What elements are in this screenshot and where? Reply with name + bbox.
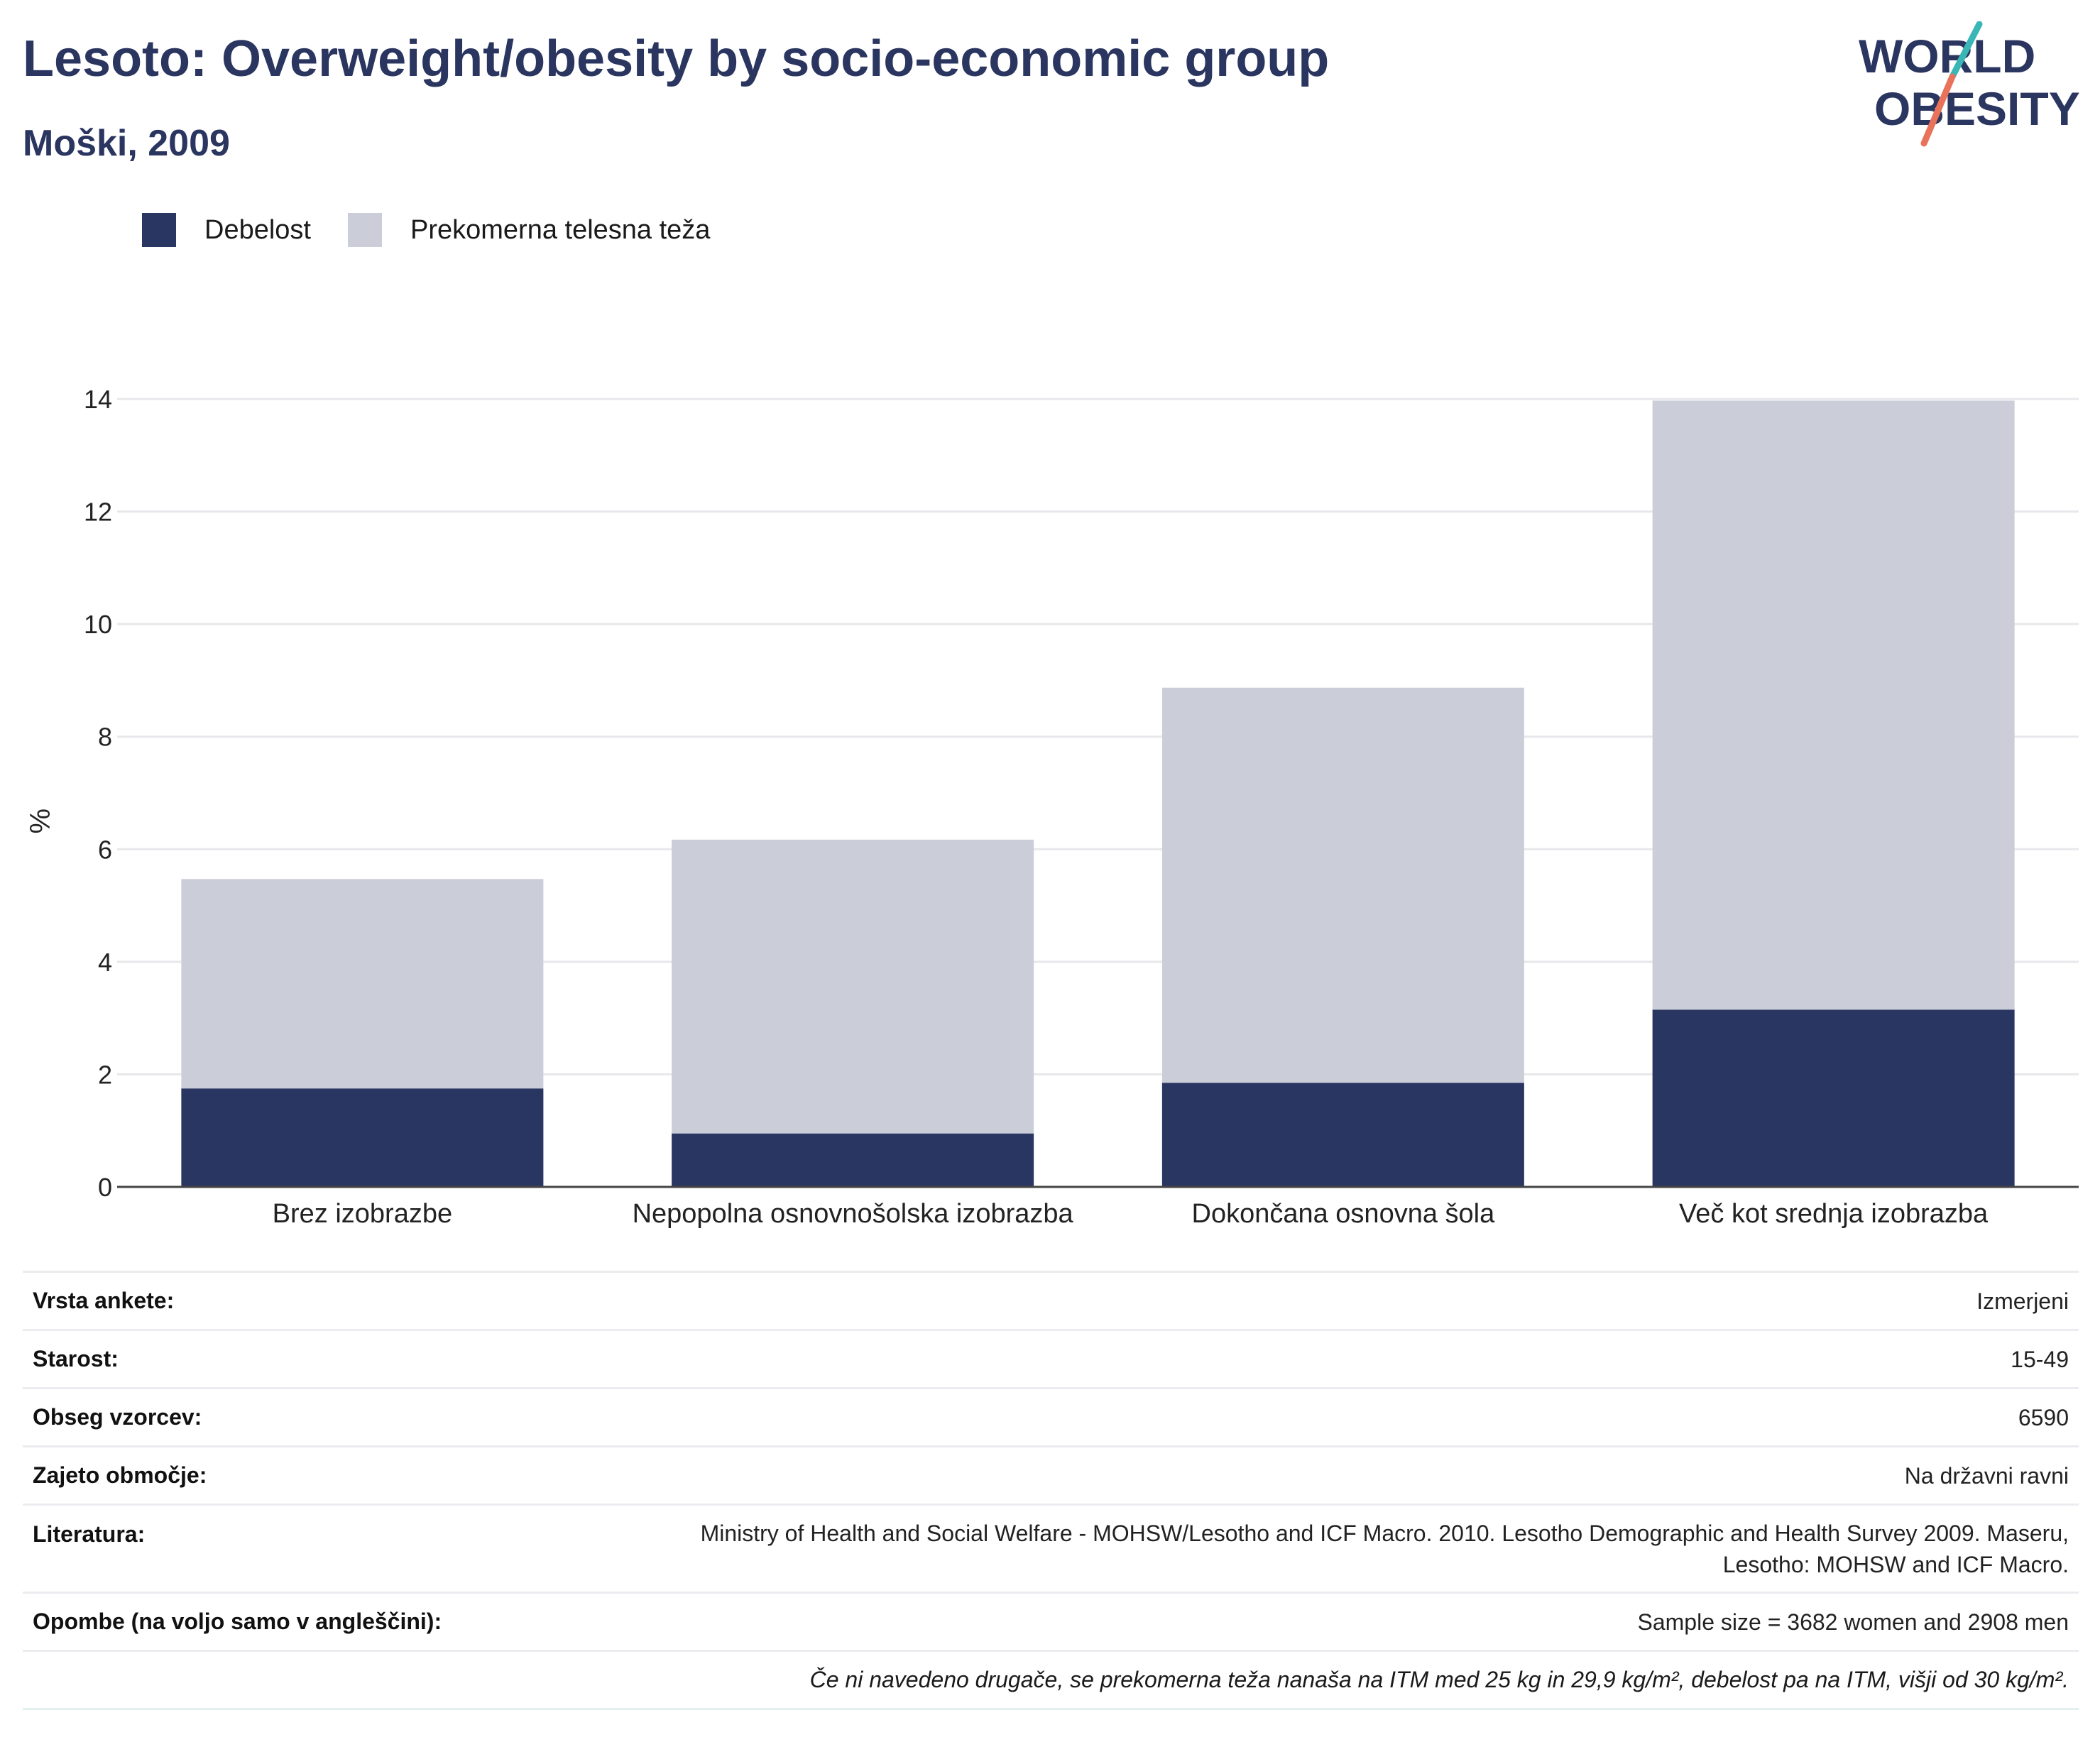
y-tick-label: 8 <box>98 723 112 752</box>
y-tick-label: 14 <box>84 385 112 414</box>
page-subtitle: Moški, 2009 <box>23 123 230 164</box>
y-tick-label: 10 <box>84 610 112 639</box>
world-obesity-logo: WORLD OBESITY <box>1859 21 2080 147</box>
y-axis-label: % <box>25 809 56 834</box>
y-tick-label: 0 <box>98 1173 112 1202</box>
y-tick-label: 2 <box>98 1060 112 1089</box>
bar-overweight <box>672 839 1034 1134</box>
bar-overweight <box>1161 687 1524 1083</box>
definition-note: Če ni navedeno drugače, se prekomerna te… <box>23 1650 2079 1710</box>
literature-line-2: Lesotho: MOHSW and ICF Macro. <box>1722 1551 2069 1577</box>
logo-slash-coral <box>1920 73 1956 147</box>
logo-word-obesity: OBESITY <box>1874 82 2080 135</box>
info-key: Zajeto območje: <box>23 1445 508 1505</box>
x-tick-label: Dokončana osnovna šola <box>1192 1199 1496 1229</box>
info-key: Obseg vzorcev: <box>23 1387 508 1447</box>
info-value: Izmerjeni <box>508 1271 2079 1330</box>
literature-line-1: Ministry of Health and Social Welfare - … <box>700 1520 2069 1546</box>
info-row-definition-note: Če ni navedeno drugače, se prekomerna te… <box>23 1650 2079 1710</box>
legend-swatch-obesity <box>142 213 176 247</box>
logo-word-world: WORLD <box>1859 30 2035 82</box>
bar-overweight <box>1652 400 2015 1010</box>
info-row-age: Starost: 15-49 <box>23 1329 2079 1389</box>
info-row-area: Zajeto območje: Na državni ravni <box>23 1445 2079 1505</box>
info-row-sample-size: Obseg vzorcev: 6590 <box>23 1387 2079 1447</box>
info-key: Literatura: <box>23 1504 508 1593</box>
stacked-bar-chart: 0 2 4 6 8 10 12 14% Brez izobrazbe Nepopolna osno… <box>25 385 2079 1229</box>
info-value: 6590 <box>508 1387 2079 1447</box>
info-value: Sample size = 3682 women and 2908 men <box>508 1592 2079 1651</box>
y-tick-label: 12 <box>84 498 112 527</box>
info-value: Na državni ravni <box>508 1445 2079 1505</box>
legend-swatch-overweight <box>347 213 382 247</box>
info-row-notes: Opombe (na voljo samo v angleščini): Sam… <box>23 1592 2079 1651</box>
x-tick-label: Brez izobrazbe <box>273 1199 452 1229</box>
bar-obesity <box>1161 1083 1524 1187</box>
info-row-literature: Literatura: Ministry of Health and Socia… <box>23 1504 2079 1593</box>
info-value: 15-49 <box>508 1329 2079 1389</box>
y-tick-label: 4 <box>98 948 112 977</box>
chart-legend: Debelost Prekomerna telesna teža <box>142 210 747 250</box>
survey-info-table: Vrsta ankete: Izmerjeni Starost: 15-49 O… <box>23 1271 2079 1710</box>
x-tick-label: Nepopolna osnovnošolska izobrazba <box>633 1199 1074 1229</box>
info-key: Opombe (na voljo samo v angleščini): <box>23 1592 508 1651</box>
info-key: Starost: <box>23 1329 508 1389</box>
bar-obesity <box>181 1088 544 1187</box>
bar-overweight <box>181 879 544 1089</box>
bar-obesity <box>1652 1009 2015 1187</box>
logo-slash-teal <box>1949 21 1983 80</box>
info-row-survey-type: Vrsta ankete: Izmerjeni <box>23 1271 2079 1330</box>
page-title: Lesoto: Overweight/obesity by socio-econ… <box>23 31 1330 87</box>
legend-label-obesity: Debelost <box>204 214 311 245</box>
x-tick-label: Več kot srednja izobrazba <box>1679 1199 1989 1229</box>
y-tick-label: 6 <box>98 835 112 864</box>
info-key: Vrsta ankete: <box>23 1271 508 1330</box>
bar-obesity <box>672 1133 1034 1187</box>
legend-label-overweight: Prekomerna telesna teža <box>410 214 711 245</box>
info-value: Ministry of Health and Social Welfare - … <box>508 1504 2079 1593</box>
